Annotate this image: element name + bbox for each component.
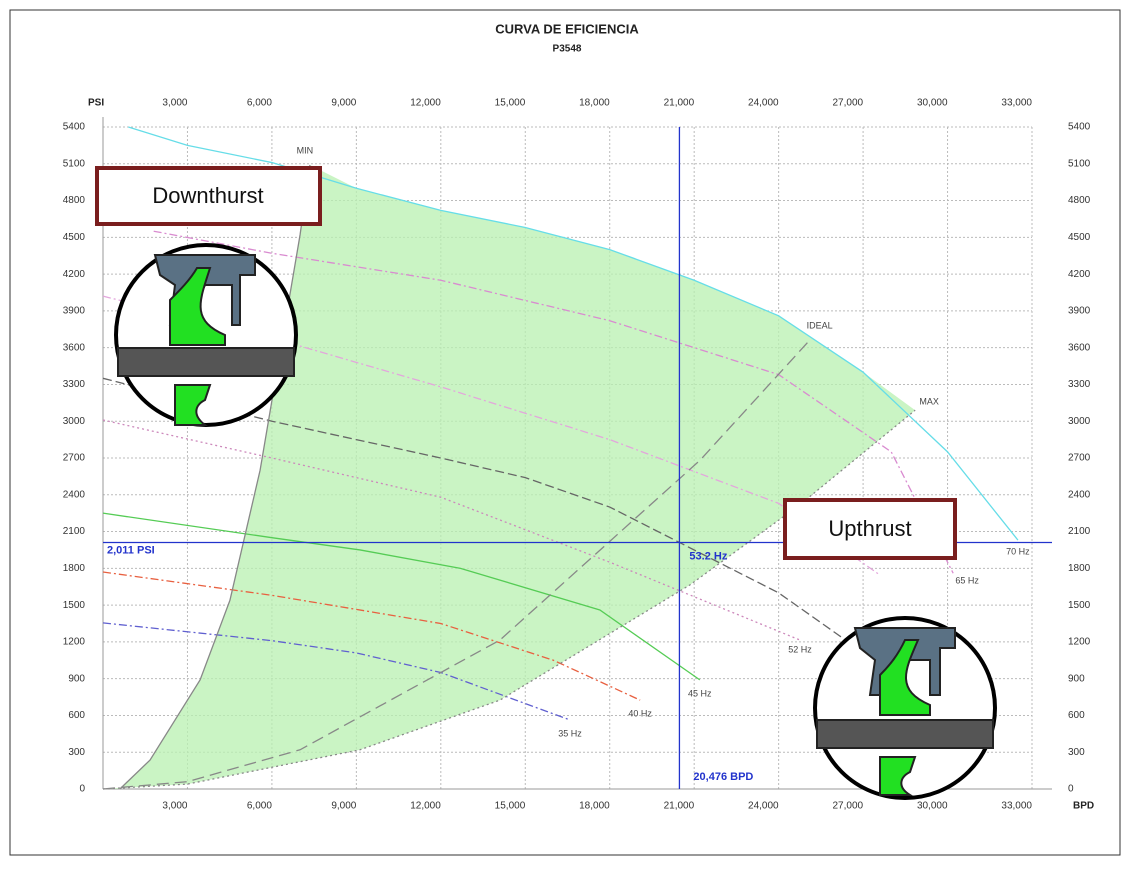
annotation-box xyxy=(783,498,957,560)
y-tick-label-right: 4200 xyxy=(1068,269,1091,280)
chart-subtitle: P3548 xyxy=(553,44,582,55)
x-axis-label: BPD xyxy=(1073,801,1094,812)
series-label: 40 Hz xyxy=(628,708,652,718)
y-tick-label: 3300 xyxy=(63,379,86,390)
y-tick-label: 2700 xyxy=(63,453,86,464)
y-tick-label-right: 2700 xyxy=(1068,453,1091,464)
x-tick-label: 15,000 xyxy=(495,801,526,812)
downthrust-icon xyxy=(114,243,298,427)
x-tick-label-top: 21,000 xyxy=(664,98,695,109)
x-tick-label-top: 18,000 xyxy=(579,98,610,109)
x-tick-label-top: 30,000 xyxy=(917,98,948,109)
x-tick-label: 33,000 xyxy=(1001,801,1032,812)
annotation: Downthurst xyxy=(152,183,263,208)
y-tick-label-right: 2100 xyxy=(1068,526,1091,537)
x-tick-label: 6,000 xyxy=(247,801,272,812)
y-axis-label: PSI xyxy=(88,98,104,109)
x-tick-label: 12,000 xyxy=(410,801,441,812)
y-tick-label: 600 xyxy=(68,710,85,721)
x-tick-label: 30,000 xyxy=(917,801,948,812)
x-tick-label-top: 9,000 xyxy=(331,98,356,109)
y-tick-label: 1200 xyxy=(63,637,86,648)
x-tick-label: 3,000 xyxy=(162,801,187,812)
x-tick-label: 27,000 xyxy=(832,801,863,812)
series-label: IDEAL xyxy=(807,321,833,331)
y-tick-label-right: 3900 xyxy=(1068,306,1091,317)
y-tick-label-right: 900 xyxy=(1068,673,1085,684)
x-tick-label: 18,000 xyxy=(579,801,610,812)
series-label: 35 Hz xyxy=(558,728,582,738)
y-tick-label-right: 3000 xyxy=(1068,416,1091,427)
y-tick-label: 4500 xyxy=(63,232,86,243)
y-tick-label-right: 3600 xyxy=(1068,342,1091,353)
y-tick-label-right: 600 xyxy=(1068,710,1085,721)
y-tick-label: 3600 xyxy=(63,342,86,353)
series-line xyxy=(102,377,861,652)
y-tick-label-right: 5400 xyxy=(1068,122,1091,133)
x-tick-label-top: 27,000 xyxy=(832,98,863,109)
x-tick-label: 9,000 xyxy=(331,801,356,812)
y-tick-label: 5400 xyxy=(63,122,86,133)
annotation: Upthrust xyxy=(828,516,911,541)
x-tick-label-top: 24,000 xyxy=(748,98,779,109)
y-tick-label-right: 1200 xyxy=(1068,637,1091,648)
y-tick-label-right: 3300 xyxy=(1068,379,1091,390)
series-label: 65 Hz xyxy=(955,576,979,586)
series-line xyxy=(102,512,701,681)
y-tick-label: 2100 xyxy=(63,526,86,537)
y-tick-label: 1500 xyxy=(63,600,86,611)
series-line xyxy=(119,164,311,790)
y-tick-label-right: 0 xyxy=(1068,784,1074,795)
x-tick-label: 24,000 xyxy=(748,801,779,812)
y-tick-label-right: 4800 xyxy=(1068,195,1091,206)
upthrust-icon xyxy=(813,616,997,800)
series-label: MAX xyxy=(919,397,939,407)
series-label: MIN xyxy=(297,145,314,155)
y-tick-label-right: 1800 xyxy=(1068,563,1091,574)
y-tick-label: 3000 xyxy=(63,416,86,427)
x-tick-label-top: 6,000 xyxy=(247,98,272,109)
y-tick-label: 3900 xyxy=(63,306,86,317)
series-line xyxy=(102,571,641,701)
y-tick-label: 4200 xyxy=(63,269,86,280)
operating-hz-label: 53.2 Hz xyxy=(689,550,727,562)
decorations: Downthurst Upthrust xyxy=(95,166,997,800)
series-line xyxy=(102,622,571,721)
operating-range xyxy=(103,165,916,789)
plot: 0 0 300 300 600 600 900 900 1200 1200 1500 1500 1800… xyxy=(63,98,1091,812)
series-line xyxy=(153,230,954,574)
y-tick-label: 5100 xyxy=(63,158,86,169)
x-tick-label: 21,000 xyxy=(664,801,695,812)
series-line xyxy=(102,339,811,790)
series-line xyxy=(128,126,1019,541)
x-tick-label-top: 15,000 xyxy=(495,98,526,109)
x-tick-label-top: 3,000 xyxy=(162,98,187,109)
annotation-box xyxy=(95,166,322,226)
series-line xyxy=(102,419,801,641)
y-tick-label: 0 xyxy=(79,784,85,795)
operating-y-label: 2,011 PSI xyxy=(107,544,155,556)
series-label: 52 Hz xyxy=(788,644,812,654)
y-tick-label: 2400 xyxy=(63,489,86,500)
x-tick-label-top: 33,000 xyxy=(1001,98,1032,109)
chart-title: CURVA DE EFICIENCIA xyxy=(495,21,639,36)
y-tick-label: 4800 xyxy=(63,195,86,206)
operating-x-label: 20,476 BPD xyxy=(693,771,753,783)
y-tick-label-right: 4500 xyxy=(1068,232,1091,243)
x-tick-label-top: 12,000 xyxy=(410,98,441,109)
y-tick-label: 900 xyxy=(68,673,85,684)
y-tick-label-right: 2400 xyxy=(1068,489,1091,500)
series-label: 45 Hz xyxy=(688,688,712,698)
y-tick-label: 300 xyxy=(68,747,85,758)
y-tick-label: 1800 xyxy=(63,563,86,574)
y-tick-label-right: 300 xyxy=(1068,747,1085,758)
y-tick-label-right: 5100 xyxy=(1068,158,1091,169)
y-tick-label-right: 1500 xyxy=(1068,600,1091,611)
series-label: 70 Hz xyxy=(1006,547,1030,557)
